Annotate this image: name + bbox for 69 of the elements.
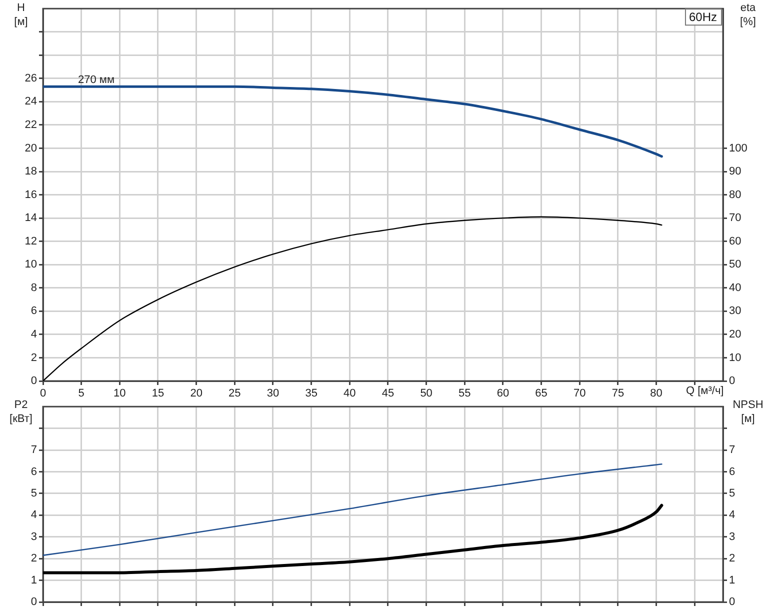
y-tick-label: 26	[24, 72, 37, 84]
y2-tick-label: 60	[729, 235, 742, 248]
x-tick-label: 40	[344, 388, 356, 400]
series-label: 270 мм	[78, 74, 115, 86]
y-tick-label: 6	[30, 466, 37, 478]
x-tick-label: 15	[152, 388, 164, 400]
x-tick-label: 0	[40, 388, 46, 400]
y2-tick-label: 70	[729, 212, 742, 224]
y2-tick-label: 90	[729, 166, 742, 178]
line-series	[43, 463, 662, 556]
x-tick-label: 30	[266, 388, 280, 400]
y-tick-label: 6	[30, 305, 37, 318]
y-tick-label: 12	[24, 235, 37, 248]
y-tick-label: 5	[30, 487, 37, 500]
y-tick-label: 2	[30, 552, 37, 565]
x-tick-label: 55	[458, 388, 471, 400]
x-tick-label: 75	[612, 388, 624, 400]
x-tick-label: 45	[382, 388, 394, 400]
y-tick-label: 20	[24, 142, 37, 154]
y-tick-label: 4	[30, 509, 37, 522]
x-tick-label: 60	[496, 388, 510, 400]
y-tick-label: 14	[24, 212, 37, 224]
y-tick-label: 0	[30, 596, 37, 608]
y2-tick-label: 40	[729, 282, 742, 294]
y2-tick-label: 3	[729, 530, 736, 543]
x-tick-label: 65	[535, 388, 548, 400]
y-tick-label: 22	[24, 119, 37, 132]
y2-tick-label: 7	[729, 444, 736, 456]
x-axis-title: Q [м³/ч]	[686, 384, 724, 398]
y2-tick-label: 5	[729, 487, 736, 500]
y-tick-label: 1	[30, 574, 37, 586]
y2-tick-label: 20	[729, 328, 742, 340]
x-tick-label: 35	[305, 388, 318, 400]
x-tick-label: 70	[574, 388, 586, 400]
y-tick-label: 10	[24, 258, 37, 271]
y2-tick-label: 10	[729, 352, 742, 364]
y-tick-label: 4	[30, 328, 37, 340]
y-axis-title: H [м]	[14, 1, 28, 29]
y-tick-label: 8	[30, 282, 37, 294]
x-tick-label: 80	[650, 388, 662, 400]
y2-tick-label: 0	[729, 375, 736, 388]
x-tick-label: 20	[190, 388, 202, 400]
chart-title: 60Hz	[688, 10, 717, 24]
y2-axis-title: eta [%]	[740, 1, 756, 29]
y-tick-label: 24	[24, 96, 37, 108]
y-tick-label: 7	[30, 444, 37, 456]
x-tick-label: 5	[78, 388, 84, 400]
y2-tick-label: 0	[729, 596, 736, 608]
y2-tick-label: 1	[729, 574, 736, 586]
y-tick-label: 3	[30, 530, 37, 543]
y2-axis-title: NPSH [м]	[732, 398, 764, 426]
y-tick-label: 16	[24, 188, 37, 201]
line-series	[43, 216, 662, 381]
line-series	[43, 504, 664, 574]
y2-tick-label: 4	[729, 509, 736, 522]
y2-tick-label: 80	[729, 188, 742, 201]
line-series	[43, 85, 663, 158]
y2-tick-label: 50	[729, 258, 742, 271]
y-tick-label: 18	[24, 166, 37, 178]
y-axis-title: P2 [кВт]	[10, 398, 32, 426]
y-tick-label: 2	[30, 352, 37, 364]
y2-tick-label: 6	[729, 466, 736, 478]
y2-tick-label: 30	[729, 305, 742, 318]
y-tick-label: 0	[30, 375, 37, 388]
x-tick-label: 10	[114, 388, 126, 400]
y2-tick-label: 2	[729, 552, 736, 565]
y2-tick-label: 100	[729, 142, 748, 154]
x-tick-label: 25	[228, 388, 241, 400]
x-tick-label: 50	[420, 388, 432, 400]
